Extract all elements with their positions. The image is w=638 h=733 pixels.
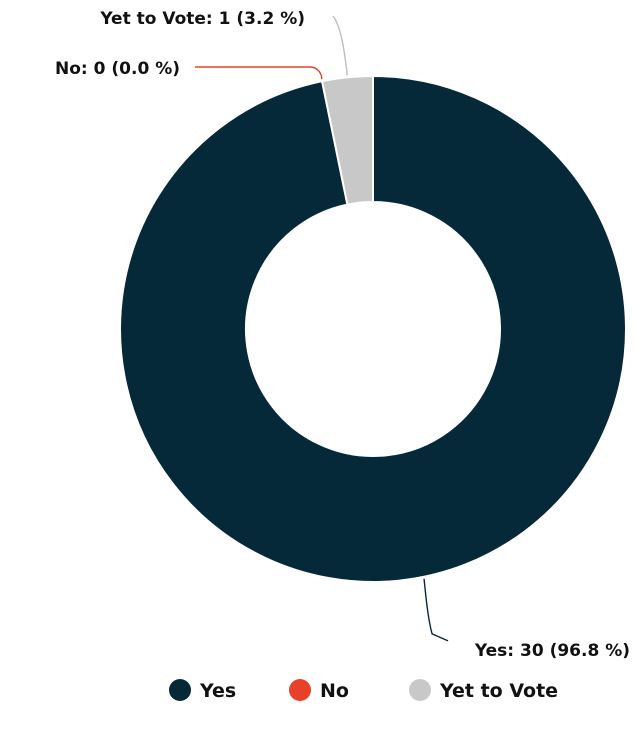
data-label-yes: Yes: 30 (96.8 %) xyxy=(474,641,630,661)
data-label-no: No: 0 (0.0 %) xyxy=(55,59,180,79)
legend-label-yet-to-vote: Yet to Vote xyxy=(439,680,558,702)
legend-label-yes: Yes xyxy=(199,680,236,702)
slice-yet-to-vote[interactable] xyxy=(320,74,374,206)
data-label-yet-to-vote: Yet to Vote: 1 (3.2 %) xyxy=(99,9,305,29)
data-labels: Yes: 30 (96.8 %) No: 0 (0.0 %) Yet to Vote… xyxy=(55,9,630,661)
donut-slices xyxy=(119,74,627,583)
legend-label-no: No xyxy=(320,680,349,702)
legend-item-no[interactable]: No xyxy=(289,679,349,702)
legend-marker-no xyxy=(289,679,311,701)
slice-yes[interactable] xyxy=(119,74,627,583)
legend-marker-yet-to-vote xyxy=(409,679,431,701)
legend-marker-yes xyxy=(169,679,191,701)
legend-item-yet-to-vote[interactable]: Yet to Vote xyxy=(409,679,558,702)
leader-lines xyxy=(195,15,449,642)
legend-item-yes[interactable]: Yes xyxy=(169,679,236,702)
leader-line-yes xyxy=(423,578,449,642)
leader-line-no xyxy=(195,66,323,80)
leader-line-yet-to-vote xyxy=(332,15,348,76)
legend: Yes No Yet to Vote xyxy=(169,679,558,702)
